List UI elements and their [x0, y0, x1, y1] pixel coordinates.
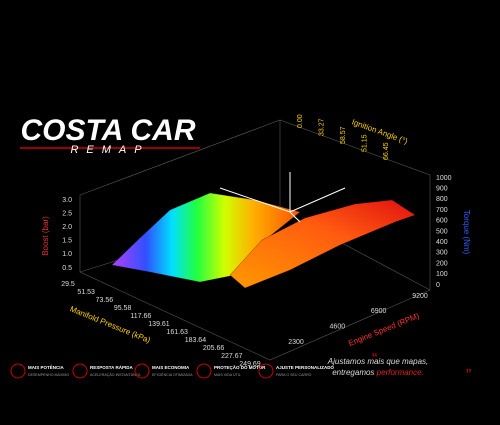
- surface: [229, 199, 416, 289]
- tick-label: 800: [436, 196, 448, 203]
- tick-label: 117.66: [130, 313, 151, 320]
- box-edge: [79, 119, 431, 290]
- surface: [111, 192, 301, 283]
- feature-subtitle: MAIS VIDA ÚTIL: [214, 372, 241, 377]
- feature-title: PROTEÇÃO DO MOTOR: [214, 364, 266, 370]
- quote-mark: ”: [466, 367, 471, 384]
- feature-subtitle: DESEMPENHO MÁXIMO: [28, 373, 69, 377]
- tick-label: 73.56: [96, 297, 114, 304]
- quote-text: entregamos: [332, 368, 374, 377]
- quote-mark: “: [372, 351, 377, 368]
- feature-title: MAIS ECONOMIA: [152, 365, 190, 370]
- feature-icon: [72, 363, 88, 379]
- tick-label: 0: [436, 282, 440, 289]
- tick-label: 3.0: [62, 197, 72, 204]
- tick-label: 1.0: [62, 251, 72, 258]
- logo-brand: COSTA CAR: [21, 114, 196, 147]
- feature-title: MAIS POTÊNCIA: [28, 363, 65, 370]
- tick-label: 66.45: [383, 142, 390, 160]
- tick-label: 51.53: [77, 289, 95, 296]
- axis-label: Boost (bar): [41, 216, 50, 256]
- tick-label: 1.5: [62, 238, 72, 245]
- plot-box: [79, 119, 431, 361]
- tick-label: 139.61: [148, 321, 170, 328]
- tick-label: 300: [436, 250, 448, 257]
- tick-label: 700: [436, 207, 448, 214]
- tick-label: 600: [436, 218, 448, 225]
- tick-label: 227.67: [221, 353, 243, 360]
- feature-icon: [134, 363, 150, 379]
- tick-label: 51.15: [361, 134, 368, 152]
- tick-label: 200: [436, 260, 448, 267]
- feature-icon: [196, 363, 212, 379]
- feature-icon: [10, 363, 26, 379]
- feature-icon: [258, 363, 274, 379]
- tick-label: 33.27: [318, 118, 325, 136]
- tick-label: 0.5: [62, 265, 72, 272]
- tick-label: 500: [436, 228, 448, 235]
- axis-label: Torque (Nm): [462, 210, 471, 255]
- tick-label: 100: [436, 271, 448, 278]
- tick-label: 2.0: [62, 224, 72, 231]
- feature-title: RESPOSTA RÁPIDA: [90, 364, 134, 370]
- tick-label: 9200: [412, 293, 428, 300]
- feature-subtitle: ACELERAÇÃO INSTANTÂNEA: [90, 372, 141, 377]
- axis-arrows: [219, 172, 346, 223]
- tick-label: 249.69: [239, 361, 261, 368]
- tick-label: 29.5: [61, 281, 75, 288]
- box-edge: [79, 195, 431, 361]
- tick-label: 900: [436, 186, 448, 193]
- tick-label: 6900: [371, 308, 387, 315]
- tick-label: 161.63: [166, 329, 188, 336]
- feature-title: AJUSTE PERSONALIZADO: [276, 365, 335, 370]
- quote-line: Ajustamos mais que mapas,: [327, 357, 429, 366]
- tick-label: 400: [436, 239, 448, 246]
- tick-label: 1000: [436, 175, 452, 182]
- tick-label: 205.66: [203, 345, 225, 352]
- tick-label: 2300: [288, 339, 304, 346]
- tick-label: 183.64: [185, 337, 207, 344]
- tick-label: 4600: [330, 324, 346, 331]
- logo-tagline: REMAP: [70, 144, 149, 156]
- quote-highlight: performance.: [376, 368, 424, 377]
- feature-subtitle: EFICIÊNCIA OTIMIZADA: [152, 372, 193, 377]
- tick-label: 58.57: [340, 126, 347, 144]
- tick-label: 0.00: [297, 114, 304, 128]
- tick-label: 95.58: [114, 305, 132, 312]
- tick-label: 2.5: [62, 210, 72, 217]
- quote-line: entregamos performance.: [332, 368, 424, 377]
- feature-subtitle: PARA O SEU CARRO: [276, 373, 312, 377]
